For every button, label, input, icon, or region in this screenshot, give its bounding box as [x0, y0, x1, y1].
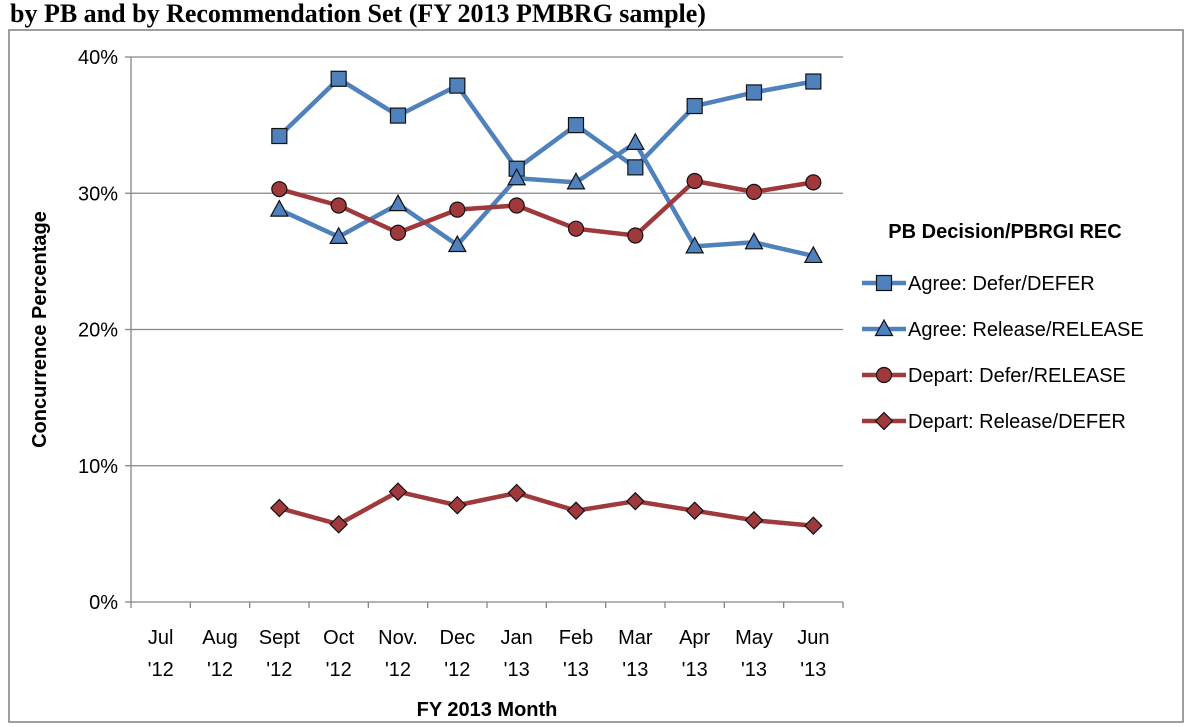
- x-tick-label-month: Nov.: [378, 627, 418, 649]
- legend-marker: [874, 411, 894, 431]
- legend-marker: [874, 318, 894, 337]
- x-tick-label-year: '13: [800, 659, 826, 681]
- data-point: [330, 70, 347, 87]
- data-point: [330, 197, 347, 214]
- legend: PB Decision/PBRGI REC Agree: Defer/DEFER…: [862, 221, 1144, 433]
- data-point: [507, 483, 527, 503]
- x-tick-label-month: Mar: [618, 627, 653, 649]
- data-point: [805, 174, 822, 191]
- legend-item: Agree: Defer/DEFER: [862, 273, 1095, 295]
- x-tick-label-year: '13: [741, 659, 767, 681]
- data-point: [269, 498, 289, 518]
- data-point: [685, 236, 705, 254]
- data-point: [269, 199, 289, 217]
- data-point: [627, 159, 644, 176]
- data-point: [686, 172, 703, 190]
- legend-item: Agree: Release/RELEASE: [862, 318, 1144, 341]
- series-1: [269, 132, 823, 264]
- x-tick-label-month: Apr: [679, 627, 710, 649]
- data-point: [803, 516, 823, 536]
- legend-label: Agree: Defer/DEFER: [908, 273, 1095, 295]
- page-header-text: by PB and by Recommendation Set (FY 2013…: [10, 0, 706, 28]
- legend-label: Depart: Defer/RELEASE: [908, 365, 1126, 387]
- data-point: [449, 201, 466, 218]
- legend-label: Depart: Release/DEFER: [908, 411, 1126, 433]
- series-line: [278, 489, 814, 528]
- x-tick-label-month: Aug: [202, 627, 238, 649]
- series-line: [277, 76, 814, 171]
- series-2: [271, 172, 822, 244]
- legend-item: Depart: Defer/RELEASE: [862, 365, 1126, 387]
- data-point: [567, 117, 585, 134]
- chart-frame: [8, 29, 1184, 723]
- data-point: [744, 232, 764, 250]
- y-axis-ticks: 0% 10% 20% 30% 40%: [78, 47, 131, 614]
- data-point: [389, 224, 407, 241]
- y-tick-label: 10%: [78, 456, 118, 478]
- x-axis-ticks: Jul '12 Aug '12 Sept '12 Oct '12 Nov. '12 Dec '12 Ja…: [130, 602, 844, 681]
- series-3: [269, 482, 823, 536]
- legend-label: Agree: Release/RELEASE: [908, 319, 1144, 341]
- data-point: [271, 127, 288, 145]
- x-tick-label-year: '13: [682, 659, 708, 681]
- x-axis-title: FY 2013 Month: [417, 699, 558, 721]
- data-point: [388, 193, 408, 212]
- y-tick-label: 30%: [78, 183, 118, 205]
- data-point: [508, 197, 525, 214]
- data-point: [803, 245, 823, 264]
- gridlines: [131, 56, 843, 467]
- x-tick-label-month: Sept: [259, 627, 301, 649]
- x-tick-label-year: '13: [563, 659, 589, 681]
- series-line: [278, 178, 814, 238]
- data-point: [507, 168, 527, 186]
- x-tick-label-year: '12: [266, 659, 292, 681]
- data-point: [388, 482, 408, 501]
- x-tick-label-month: Dec: [440, 627, 476, 649]
- x-tick-label-month: Jun: [797, 627, 829, 649]
- data-point: [745, 84, 763, 101]
- data-point: [389, 107, 407, 124]
- x-tick-label-year: '12: [385, 659, 411, 681]
- x-tick-label-month: Jan: [501, 627, 533, 649]
- data-point: [745, 183, 763, 200]
- data-point: [449, 77, 466, 94]
- x-tick-label-month: Feb: [559, 627, 593, 649]
- data-point: [685, 501, 705, 521]
- x-tick-label-year: '13: [504, 659, 530, 681]
- x-tick-label-year: '13: [622, 659, 648, 681]
- data-point: [625, 132, 645, 150]
- x-tick-label-year: '12: [326, 659, 352, 681]
- data-point: [625, 491, 645, 511]
- y-tick-label: 20%: [78, 320, 118, 342]
- x-tick-label-month: Jul: [148, 627, 174, 649]
- series-line: [278, 140, 814, 259]
- x-tick-label-month: May: [735, 627, 773, 649]
- data-point: [329, 514, 349, 534]
- legend-marker: [875, 274, 893, 292]
- data-point: [567, 220, 585, 237]
- y-tick-label: 40%: [78, 47, 118, 69]
- data-point: [329, 226, 349, 244]
- data-point: [805, 73, 822, 90]
- data-point: [566, 501, 586, 521]
- data-point: [744, 510, 764, 530]
- data-point: [566, 172, 586, 190]
- y-axis-title: Concurrence Percentage: [29, 211, 51, 448]
- x-tick-label-year: '12: [148, 659, 174, 681]
- data-point: [271, 181, 288, 198]
- legend-marker: [875, 366, 893, 384]
- y-tick-label: 0%: [89, 592, 118, 614]
- series-layer: [269, 70, 823, 536]
- x-tick-label-month: Oct: [323, 627, 355, 649]
- legend-title: PB Decision/PBRGI REC: [888, 221, 1121, 243]
- data-point: [447, 234, 467, 253]
- data-point: [447, 495, 467, 515]
- data-point: [686, 97, 703, 115]
- series-0: [271, 70, 822, 177]
- data-point: [627, 227, 644, 244]
- x-tick-label-year: '12: [444, 659, 470, 681]
- legend-item: Depart: Release/DEFER: [862, 411, 1126, 433]
- x-tick-label-year: '12: [207, 659, 233, 681]
